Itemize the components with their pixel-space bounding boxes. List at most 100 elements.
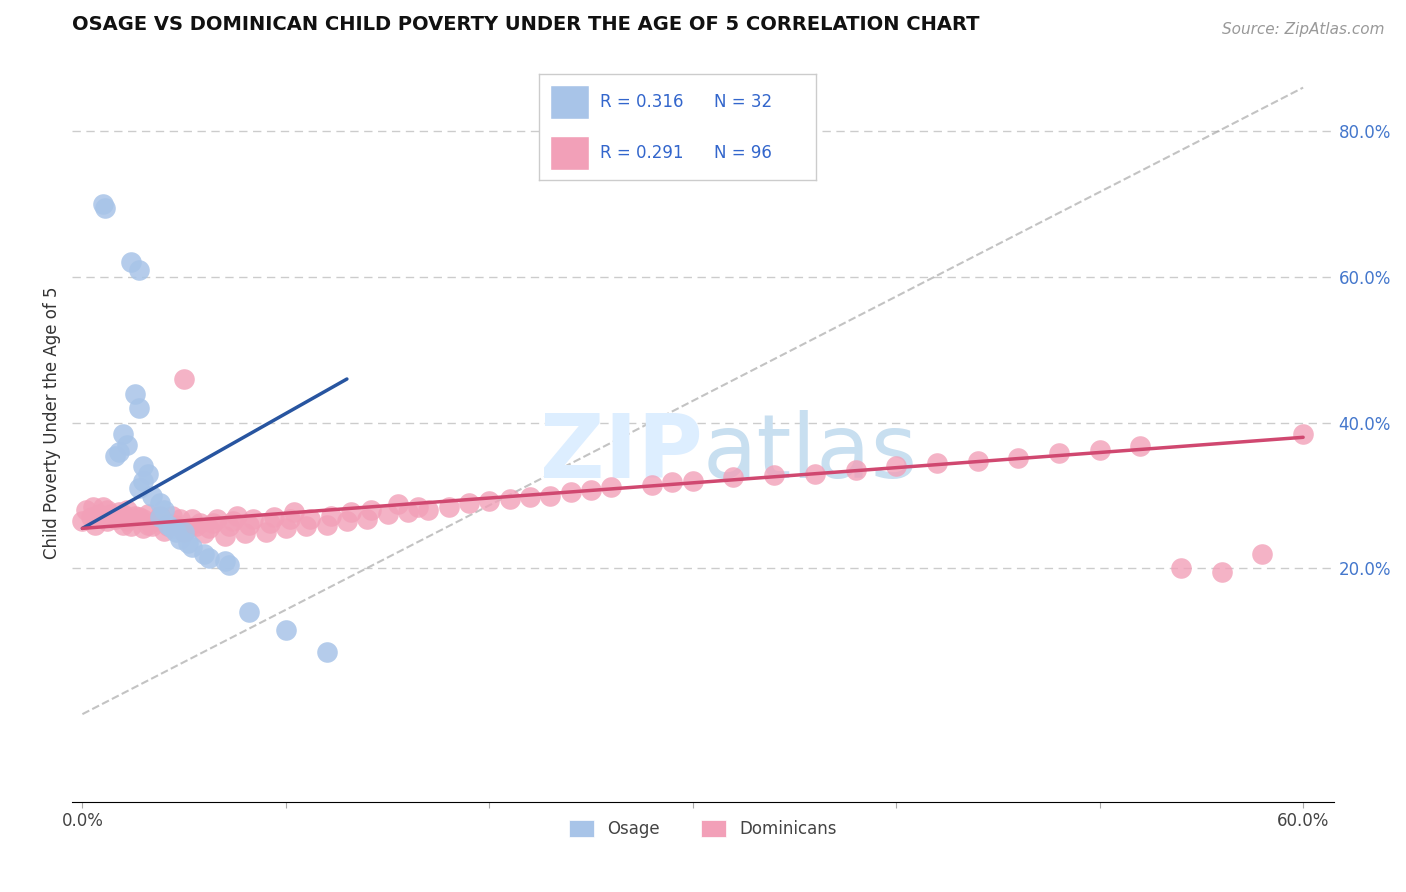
Point (478, 494, 501, 508)
Point (254, 524, 277, 539)
Point (641, 477, 664, 491)
Point (173, 524, 195, 539)
Point (661, 475, 683, 490)
Point (91, 197, 114, 211)
Point (165, 524, 187, 539)
Point (315, 517, 337, 532)
Point (186, 519, 208, 533)
Point (242, 512, 264, 526)
Point (128, 262, 150, 277)
Point (259, 516, 281, 531)
Text: atlas: atlas (703, 409, 918, 497)
Point (263, 510, 285, 524)
Point (1047, 446, 1070, 460)
Point (136, 467, 159, 481)
Point (132, 512, 155, 526)
Point (340, 505, 363, 519)
Point (181, 540, 204, 554)
Point (149, 508, 172, 523)
Point (112, 507, 135, 521)
Text: Source: ZipAtlas.com: Source: ZipAtlas.com (1222, 22, 1385, 37)
Point (115, 437, 138, 451)
Point (136, 507, 159, 521)
Point (278, 512, 301, 526)
Point (115, 503, 138, 517)
Point (173, 524, 195, 539)
Point (91, 500, 114, 514)
Point (177, 521, 200, 535)
Point (458, 496, 481, 510)
Point (336, 514, 359, 528)
Point (884, 459, 907, 474)
Point (128, 481, 150, 495)
Point (156, 519, 179, 533)
Point (87, 507, 110, 521)
Point (396, 505, 419, 519)
Point (96, 514, 118, 528)
Point (128, 510, 150, 524)
Point (1129, 439, 1152, 453)
Point (156, 517, 179, 532)
Point (104, 449, 127, 463)
Point (160, 521, 183, 535)
Point (160, 508, 183, 523)
Point (120, 255, 142, 269)
Point (560, 485, 582, 500)
Point (218, 558, 240, 572)
Point (579, 483, 602, 497)
Point (519, 490, 541, 504)
Point (152, 524, 174, 538)
Point (437, 500, 460, 514)
Legend: Osage, Dominicans: Osage, Dominicans (561, 812, 845, 847)
Point (804, 467, 827, 481)
Point (197, 550, 219, 565)
Point (214, 529, 236, 543)
Point (1211, 565, 1233, 579)
Point (120, 519, 142, 533)
Point (94, 201, 117, 215)
Point (1251, 547, 1274, 561)
Point (100, 507, 122, 521)
Point (149, 496, 172, 510)
Point (197, 521, 219, 535)
Point (115, 514, 138, 528)
Point (79, 510, 101, 524)
Point (193, 526, 215, 541)
Point (149, 510, 172, 524)
Point (966, 453, 988, 467)
Point (238, 517, 260, 532)
Point (274, 521, 297, 535)
Point (498, 492, 520, 507)
Point (141, 489, 163, 503)
Point (132, 474, 155, 488)
Point (193, 547, 215, 561)
Point (124, 386, 146, 401)
Point (72, 514, 94, 528)
Point (136, 517, 159, 532)
Point (1007, 450, 1029, 465)
Point (190, 516, 212, 531)
Point (360, 503, 382, 517)
Point (222, 514, 245, 528)
Point (91, 510, 114, 524)
Point (925, 456, 948, 470)
Point (226, 508, 249, 523)
Point (104, 512, 127, 526)
Point (233, 526, 256, 541)
Point (418, 503, 440, 517)
Point (128, 401, 150, 416)
Point (538, 489, 561, 503)
Point (274, 624, 297, 638)
Point (152, 503, 174, 517)
Point (299, 512, 322, 526)
Point (108, 505, 131, 519)
Point (112, 517, 135, 532)
Point (600, 480, 623, 494)
Point (377, 507, 399, 521)
Point (165, 517, 187, 532)
Point (177, 536, 200, 550)
Point (295, 519, 318, 533)
Point (132, 459, 155, 474)
Point (218, 519, 240, 533)
Point (82, 500, 104, 514)
